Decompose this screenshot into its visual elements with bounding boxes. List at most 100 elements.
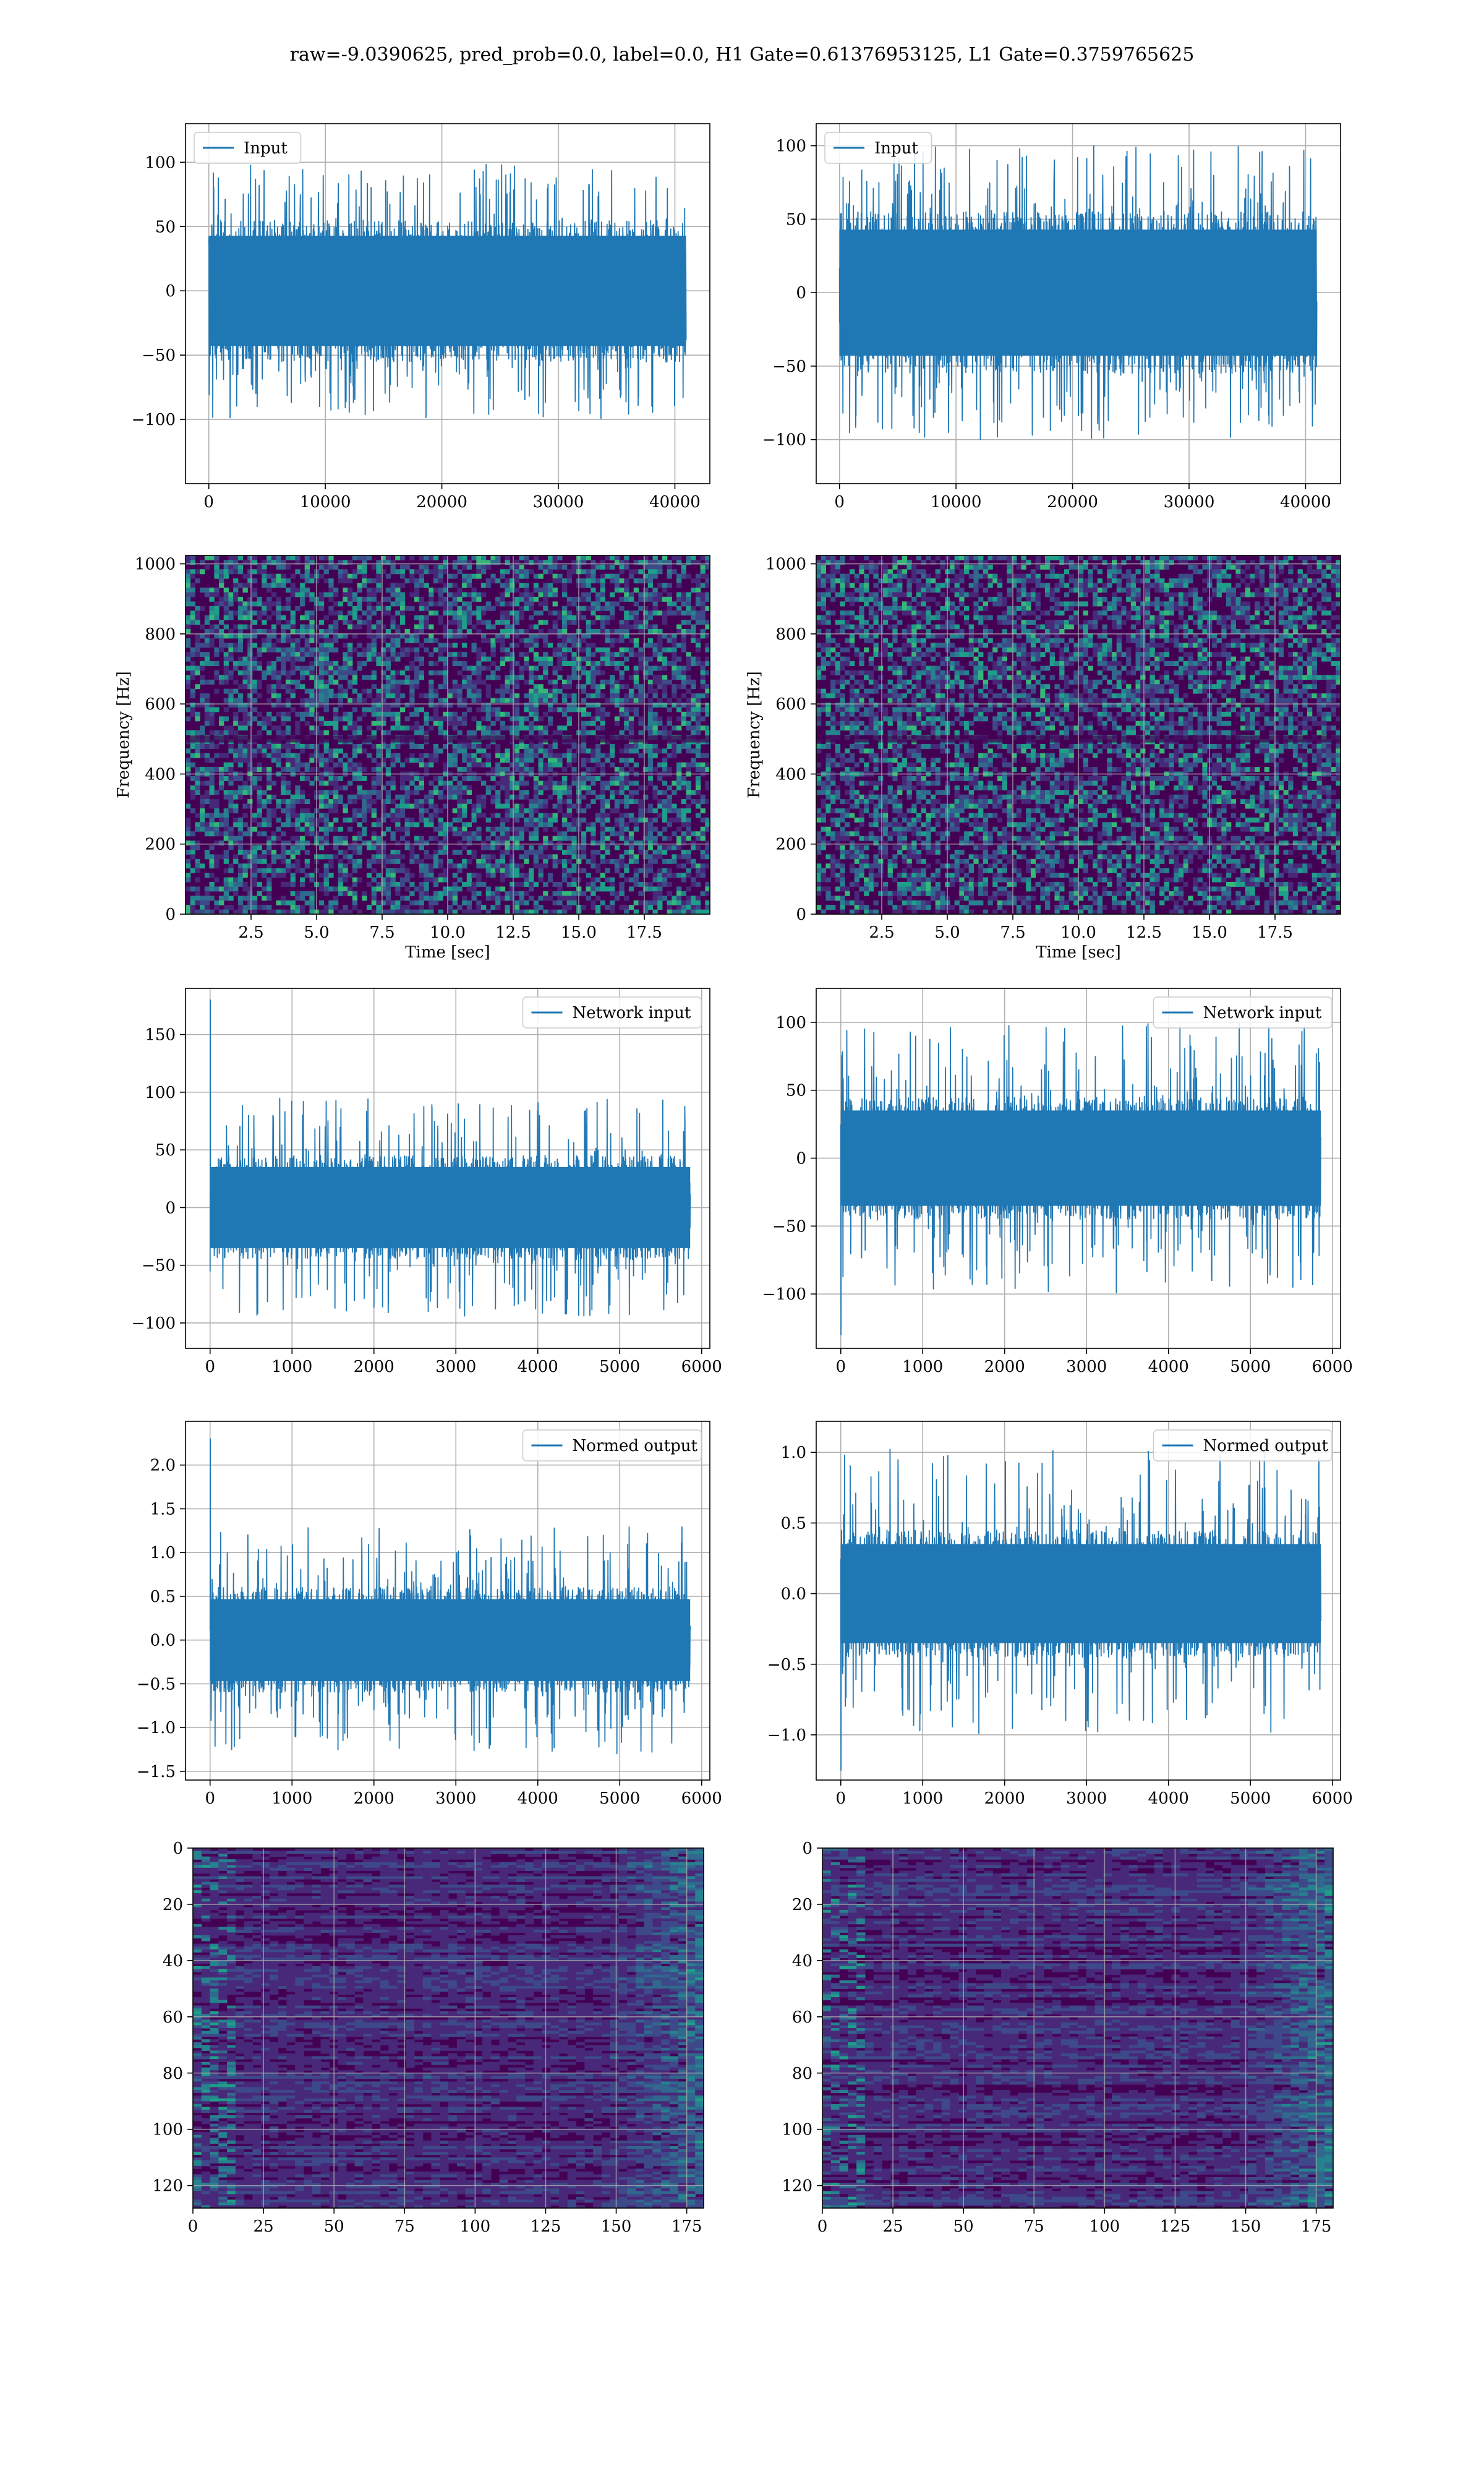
heatmap-cell xyxy=(581,808,586,813)
heatmap-cell xyxy=(348,767,352,772)
heatmap-cell xyxy=(462,767,467,772)
heatmap-cell xyxy=(186,652,190,657)
heatmap-cell xyxy=(539,758,544,763)
heatmap-cell xyxy=(405,905,410,910)
heatmap-cell xyxy=(676,748,681,753)
heatmap-cell xyxy=(657,675,662,680)
heatmap-cell xyxy=(620,707,625,712)
heatmap-cell xyxy=(457,818,462,823)
heatmap-cell xyxy=(433,721,438,726)
heatmap-cell xyxy=(414,822,419,827)
heatmap-cell xyxy=(662,684,667,689)
heatmap-cell xyxy=(205,799,210,804)
heatmap-cell xyxy=(539,565,544,570)
heatmap-cell xyxy=(472,850,477,855)
heatmap-cell xyxy=(476,698,481,703)
heatmap-cell xyxy=(662,763,667,768)
heatmap-cell xyxy=(686,804,691,809)
heatmap-cell xyxy=(429,726,433,730)
heatmap-cell xyxy=(472,891,477,896)
heatmap-cell xyxy=(243,670,248,675)
heatmap-cell xyxy=(524,680,529,685)
heatmap-cell xyxy=(190,854,195,859)
heatmap-cell xyxy=(228,597,233,602)
heatmap-cell xyxy=(591,730,595,735)
heatmap-cell xyxy=(205,620,210,625)
heatmap-cell xyxy=(214,901,219,905)
heatmap-cell xyxy=(324,693,329,698)
heatmap-cell xyxy=(247,854,252,859)
heatmap-cell xyxy=(672,693,676,698)
heatmap-cell xyxy=(324,763,329,768)
heatmap-cell xyxy=(486,891,491,896)
heatmap-cell xyxy=(548,854,553,859)
heatmap-cell xyxy=(534,799,539,804)
heatmap-cell xyxy=(581,744,586,749)
heatmap-cell xyxy=(634,859,639,864)
heatmap-cell xyxy=(295,684,300,689)
heatmap-cell xyxy=(309,698,314,703)
heatmap-cell xyxy=(309,896,314,901)
heatmap-cell xyxy=(305,578,310,583)
heatmap-cell xyxy=(305,841,310,845)
heatmap-cell xyxy=(376,693,381,698)
heatmap-cell xyxy=(505,841,510,845)
heatmap-cell xyxy=(357,726,362,730)
heatmap-cell xyxy=(319,854,324,859)
heatmap-cell xyxy=(309,781,314,785)
heatmap-cell xyxy=(257,799,262,804)
heatmap-cell xyxy=(376,905,381,910)
heatmap-cell xyxy=(233,748,238,753)
heatmap-cell xyxy=(667,648,672,653)
heatmap-cell xyxy=(200,625,205,630)
heatmap-cell xyxy=(405,827,410,832)
heatmap-cell xyxy=(400,785,405,790)
heatmap-cell xyxy=(238,597,243,602)
heatmap-cell xyxy=(376,703,381,708)
heatmap-cell xyxy=(557,661,562,666)
heatmap-cell xyxy=(286,703,291,708)
heatmap-cell xyxy=(219,822,224,827)
heatmap-cell xyxy=(620,648,625,653)
heatmap-cell xyxy=(667,882,672,887)
heatmap-cell xyxy=(629,813,634,818)
heatmap-cell xyxy=(271,593,276,597)
heatmap-cell xyxy=(667,818,672,823)
heatmap-cell xyxy=(262,670,267,675)
heatmap-cell xyxy=(629,615,634,620)
heatmap-cell xyxy=(600,763,605,768)
heatmap-cell xyxy=(200,818,205,823)
heatmap-cell xyxy=(228,657,233,662)
heatmap-cell xyxy=(352,606,357,611)
heatmap-cell xyxy=(276,648,281,653)
heatmap-cell xyxy=(276,827,281,832)
heatmap-cell xyxy=(514,873,519,878)
heatmap-cell xyxy=(453,574,458,579)
heatmap-cell xyxy=(300,818,305,823)
heatmap-cell xyxy=(243,684,248,689)
heatmap-cell xyxy=(247,675,252,680)
heatmap-cell xyxy=(348,588,352,593)
heatmap-cell xyxy=(510,726,514,730)
heatmap-cell xyxy=(543,730,548,735)
heatmap-cell xyxy=(224,652,229,657)
heatmap-cell xyxy=(276,606,281,611)
heatmap-cell xyxy=(567,850,572,855)
heatmap-cell xyxy=(562,785,567,790)
heatmap-cell xyxy=(462,748,467,753)
heatmap-cell xyxy=(357,625,362,630)
heatmap-cell xyxy=(252,818,257,823)
heatmap-cell xyxy=(405,804,410,809)
heatmap-cell xyxy=(267,781,271,785)
heatmap-cell xyxy=(247,905,252,910)
heatmap-cell xyxy=(328,721,333,726)
heatmap-cell xyxy=(605,905,610,910)
heatmap-cell xyxy=(553,684,558,689)
heatmap-cell xyxy=(529,648,534,653)
heatmap-cell xyxy=(539,675,544,680)
heatmap-cell xyxy=(224,680,229,685)
heatmap-cell xyxy=(286,652,291,657)
heatmap-cell xyxy=(467,620,472,625)
heatmap-cell xyxy=(372,785,377,790)
heatmap-cell xyxy=(424,712,429,717)
